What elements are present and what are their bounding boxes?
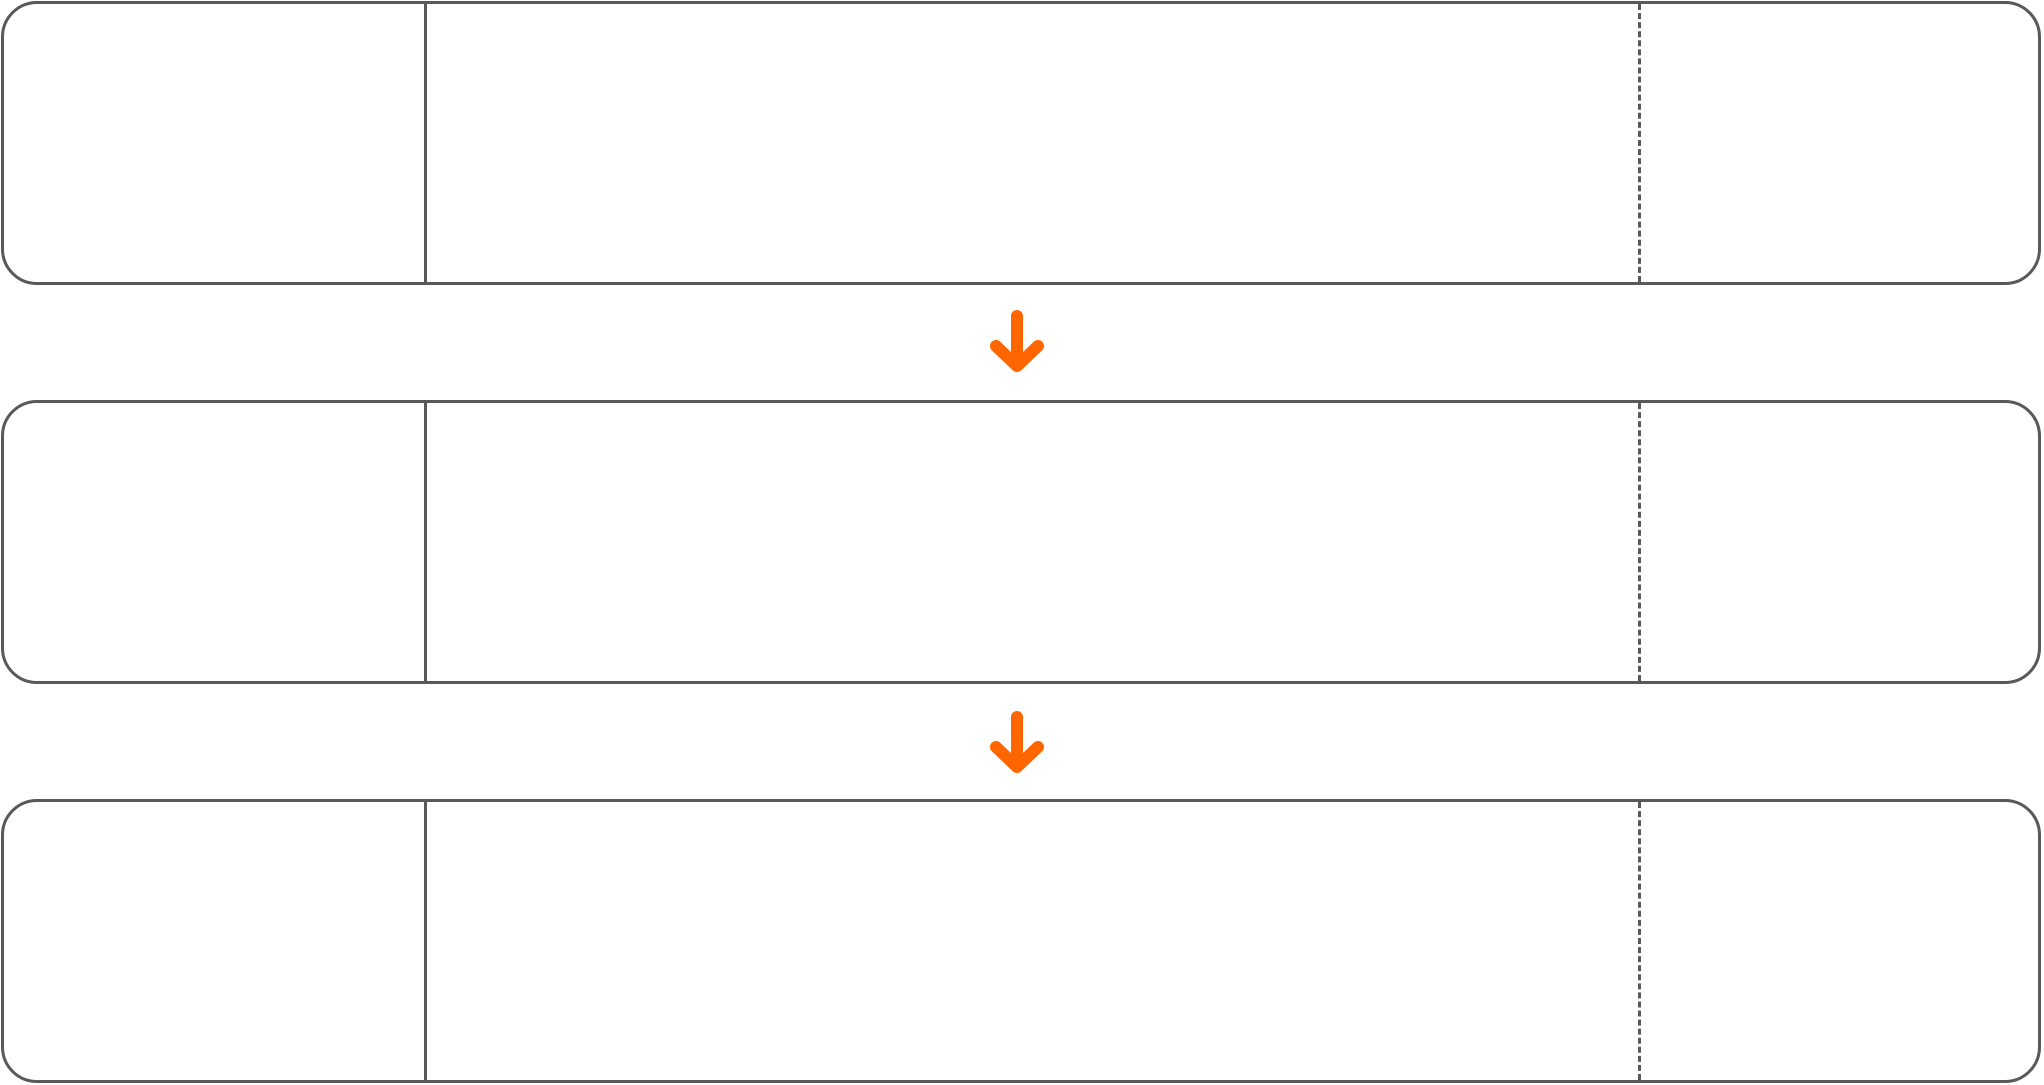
step-3-dashed-divider [1638,802,1641,1080]
step-2-left-cell [4,403,425,681]
step-1-right-cell [1641,4,2038,282]
step-1-dashed-divider [1638,4,1641,282]
step-2-middle-cell [428,403,1637,681]
step-card-1 [1,1,2041,285]
step-2-solid-divider [424,403,427,681]
arrow-down-icon [990,711,1044,773]
step-card-3 [1,799,2041,1083]
step-2-dashed-divider [1638,403,1641,681]
step-3-right-cell [1641,802,2038,1080]
step-3-middle-cell [428,802,1637,1080]
step-1-solid-divider [424,4,427,282]
step-3-solid-divider [424,802,427,1080]
step-3-left-cell [4,802,425,1080]
step-2-right-cell [1641,403,2038,681]
step-card-2 [1,400,2041,684]
step-1-left-cell [4,4,425,282]
arrow-down-icon [990,310,1044,372]
step-1-middle-cell [428,4,1637,282]
